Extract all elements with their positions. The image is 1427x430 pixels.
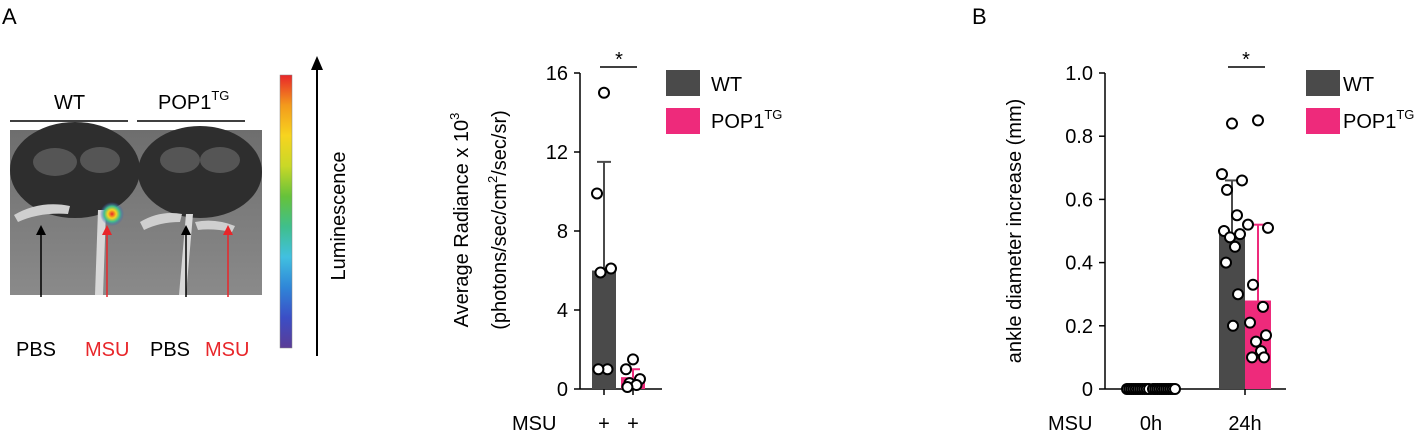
data-point xyxy=(1220,256,1232,269)
data-point xyxy=(594,266,607,279)
legend-swatch-wt xyxy=(666,70,700,96)
luminescence-label: Luminescence xyxy=(328,152,350,281)
arrow-label-pbs-tg: PBS xyxy=(150,339,190,361)
data-point xyxy=(1232,288,1244,301)
legend-label-tg: POP1TG xyxy=(711,107,782,133)
legend-swatch-wt xyxy=(1306,70,1340,96)
legend-label-wt: WT xyxy=(1343,74,1374,96)
ankle-ytick-label: 0.6 xyxy=(1065,189,1093,211)
data-point xyxy=(1247,278,1259,291)
ankle-ytick-label: 1.0 xyxy=(1065,63,1093,85)
arrow-label-pbs-wt: PBS xyxy=(16,339,56,361)
data-point xyxy=(1234,228,1246,241)
data-point xyxy=(621,381,634,394)
data-point xyxy=(1236,174,1248,187)
radiance-xtick-label: + xyxy=(598,413,610,430)
radiance-ytick-label: 16 xyxy=(546,63,568,85)
data-point xyxy=(1226,117,1238,130)
radiance-ytick-label: 8 xyxy=(557,221,568,243)
data-point xyxy=(627,353,639,366)
significance-star: * xyxy=(1242,49,1250,71)
luminescence-hotspot xyxy=(100,202,124,226)
data-point xyxy=(620,363,632,376)
data-point xyxy=(1252,114,1264,127)
ankle-xtick-label: 24h xyxy=(1228,413,1261,430)
data-point xyxy=(1260,329,1272,342)
arrow-label-msu-tg: MSU xyxy=(205,339,249,361)
mouse-photo xyxy=(10,122,262,295)
data-point xyxy=(1258,351,1270,364)
ankle-legend: WT POP1TG xyxy=(1306,70,1414,134)
data-point xyxy=(1257,300,1269,313)
ankle-xtick-label: 0h xyxy=(1140,413,1162,430)
data-point xyxy=(1244,316,1256,329)
legend-label-wt: WT xyxy=(711,74,742,96)
legend-label-tg: POP1TG xyxy=(1343,107,1414,133)
luminescence-colorbar xyxy=(279,74,293,349)
data-point xyxy=(1231,209,1243,222)
panel-label-b: B xyxy=(972,4,987,29)
group-label-pop1: POP1TG xyxy=(158,88,229,114)
data-point xyxy=(1242,218,1254,231)
arrow-label-msu-wt: MSU xyxy=(85,339,129,361)
ankle-chart: ankle diameter increase (mm) MSU 0 0.2 0.4… xyxy=(1004,49,1414,430)
panel-label-a: A xyxy=(2,4,17,29)
data-point xyxy=(598,86,610,99)
ankle-ylabel: ankle diameter increase (mm) xyxy=(1004,99,1026,364)
data-point xyxy=(605,262,617,275)
data-point xyxy=(1227,319,1239,332)
radiance-ytick-label: 4 xyxy=(557,300,568,322)
data-point xyxy=(591,187,603,200)
data-point xyxy=(1224,231,1236,244)
radiance-ytick-label: 12 xyxy=(546,142,568,164)
data-point xyxy=(1216,168,1228,181)
data-point xyxy=(1250,335,1262,348)
ankle-ytick-label: 0.8 xyxy=(1065,126,1093,148)
group-label-wt: WT xyxy=(54,92,85,114)
radiance-xrow-label: MSU xyxy=(512,413,556,430)
radiance-xtick-label: + xyxy=(627,413,639,430)
radiance-chart: Average Radiance x 103 (photons/sec/cm2/… xyxy=(447,49,782,430)
ankle-ytick-label: 0.2 xyxy=(1065,316,1093,338)
legend-swatch-tg xyxy=(666,108,700,134)
radiance-ytick-label: 0 xyxy=(557,379,568,401)
image-panel: WT POP1TG PBS MSU PBS MSU xyxy=(10,56,350,361)
legend-swatch-tg xyxy=(1306,108,1340,134)
bar-0-1 xyxy=(1219,234,1245,389)
radiance-ylabel-line1: Average Radiance x 103 xyxy=(447,113,473,328)
ankle-xrow-label: MSU xyxy=(1048,413,1092,430)
data-point xyxy=(1221,183,1233,196)
data-point xyxy=(1169,383,1181,395)
significance-star: * xyxy=(615,49,623,71)
data-point xyxy=(1246,351,1258,364)
data-point xyxy=(1262,221,1274,234)
data-point xyxy=(592,363,605,376)
radiance-ylabel-line2: (photons/sec/cm2/sec/sr) xyxy=(485,110,511,330)
radiance-legend: WT POP1TG xyxy=(666,70,782,134)
ankle-ytick-label: 0 xyxy=(1082,379,1093,401)
data-point xyxy=(1229,240,1241,253)
ankle-ytick-label: 0.4 xyxy=(1065,253,1093,275)
